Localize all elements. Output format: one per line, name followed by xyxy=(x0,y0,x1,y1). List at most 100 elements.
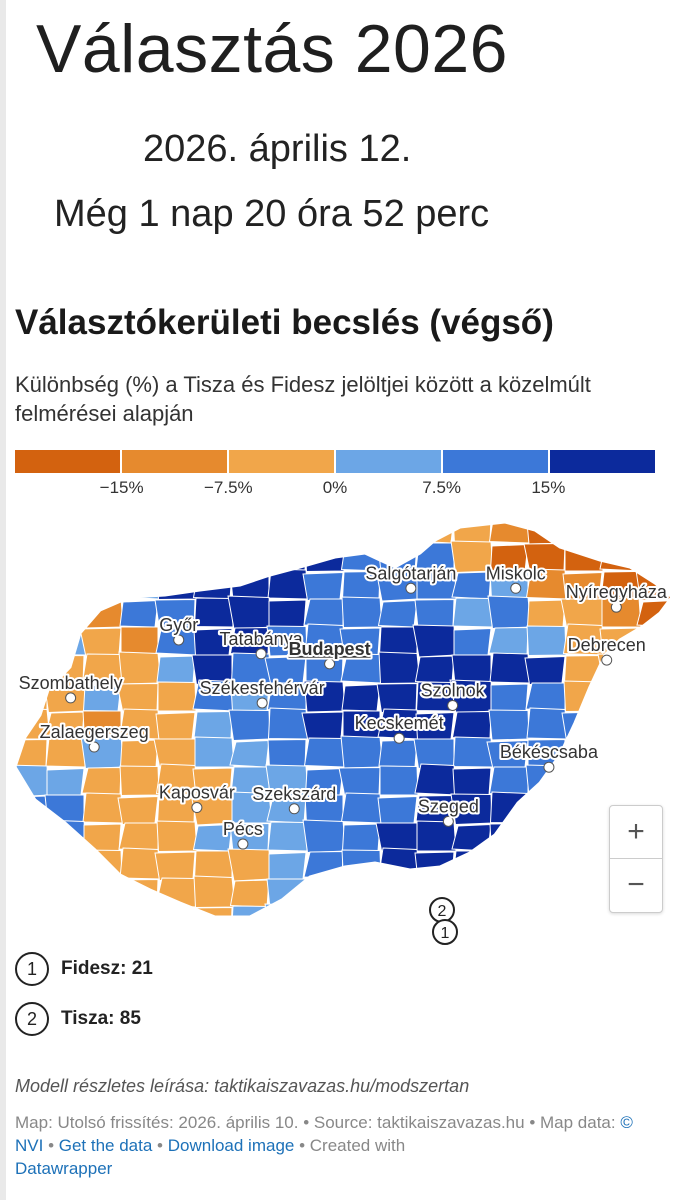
city-label: Debrecen xyxy=(568,635,646,655)
marker-legend-label: Fidesz: 21 xyxy=(61,958,153,979)
legend-tick-label: 15% xyxy=(531,478,566,497)
district-area xyxy=(378,878,418,908)
district-area xyxy=(525,821,567,852)
district-area xyxy=(118,822,159,852)
city-dot xyxy=(543,761,555,773)
district-area xyxy=(265,522,310,546)
datawrapper-link[interactable]: Datawrapper xyxy=(15,1159,113,1178)
district-area xyxy=(81,906,122,917)
legend-swatch-5 xyxy=(548,450,655,473)
marker-legend-item: 2 Tisza: 85 xyxy=(15,1001,141,1037)
district-area xyxy=(523,795,566,826)
district-map-svg[interactable]: Salgótarján Miskolc Győr Tatabánya Nyíregyhá… xyxy=(0,505,690,950)
district-area xyxy=(305,907,344,917)
country-outline xyxy=(13,520,675,919)
district-area xyxy=(155,522,196,544)
district-area xyxy=(82,539,125,572)
legend-tick-label: −7.5% xyxy=(203,478,253,497)
district-area xyxy=(119,739,159,768)
district-area xyxy=(526,625,567,657)
district-map[interactable]: Salgótarján Miskolc Győr Tatabánya Nyíregyhá… xyxy=(0,505,690,950)
district-area xyxy=(489,652,531,684)
district-area xyxy=(562,819,606,853)
district-area xyxy=(340,735,384,769)
district-area xyxy=(268,851,307,880)
district-area xyxy=(266,625,308,657)
map-data-link[interactable]: © NVI xyxy=(15,1113,633,1155)
legend-tick-label: 0% xyxy=(322,478,348,497)
color-legend: −15% −7.5% 0% 7.5% 15% xyxy=(15,450,655,500)
city-dot xyxy=(393,732,405,744)
source-text: Source: taktikaiszavazas.hu xyxy=(313,1113,525,1132)
district-area xyxy=(229,879,270,908)
district-area xyxy=(267,821,308,852)
source-footer: Map: Utolsó frissítés: 2026. április 10.… xyxy=(15,1113,633,1178)
district-area xyxy=(15,625,49,658)
district-area xyxy=(157,681,197,712)
zoom-out-button[interactable]: − xyxy=(610,858,662,911)
seat-markers[interactable]: 2 1 xyxy=(429,897,458,945)
district-area xyxy=(81,766,122,796)
district-area xyxy=(44,794,85,825)
city-dot xyxy=(191,802,203,814)
district-area xyxy=(193,710,233,740)
city-label: Szekszárd xyxy=(252,784,336,804)
district-area xyxy=(563,680,605,713)
zoom-in-button[interactable]: + xyxy=(627,815,645,848)
district-area xyxy=(46,522,85,544)
district-area xyxy=(339,879,381,910)
download-image-link[interactable]: Download image xyxy=(167,1136,295,1155)
district-area xyxy=(414,655,455,684)
district-area xyxy=(452,597,493,628)
district-area xyxy=(302,819,347,854)
get-data-link[interactable]: Get the data xyxy=(58,1136,153,1155)
district-area xyxy=(15,903,51,917)
legend-swatch-2 xyxy=(227,450,334,473)
page-edge-divider xyxy=(0,0,6,1200)
city-dot xyxy=(288,803,300,815)
district-area xyxy=(563,654,603,684)
district-area xyxy=(119,765,160,797)
district-area xyxy=(451,710,492,740)
district-area xyxy=(304,876,346,908)
district-area xyxy=(15,821,49,852)
district-area xyxy=(599,683,640,712)
district-area xyxy=(636,599,672,628)
district-area xyxy=(117,543,159,574)
zoom-controls: + − xyxy=(609,805,663,913)
district-area xyxy=(45,876,87,908)
district-area xyxy=(634,708,672,742)
countdown-timer: Még 1 nap 20 óra 52 perc xyxy=(54,193,490,235)
district-area xyxy=(489,822,529,853)
district-area xyxy=(600,735,643,769)
district-area xyxy=(598,766,640,798)
seat-marker-1[interactable]: 1 xyxy=(432,919,458,945)
district-area xyxy=(301,711,344,742)
district-area xyxy=(303,737,345,768)
district-area xyxy=(526,851,566,880)
district-area xyxy=(81,849,123,881)
district-area xyxy=(45,737,86,768)
district-area xyxy=(378,739,418,768)
district-area xyxy=(452,767,492,797)
district-area xyxy=(228,709,271,742)
page-title: Választás 2026 xyxy=(36,11,508,87)
city-dot xyxy=(88,741,100,753)
district-area xyxy=(44,541,86,573)
district-area xyxy=(81,522,122,544)
city-dot xyxy=(324,658,336,670)
legend-tick-label: 7.5% xyxy=(422,478,462,497)
district-area xyxy=(488,626,529,656)
marker-legend-circle: 2 xyxy=(15,1002,49,1036)
district-area xyxy=(453,875,495,908)
district-area xyxy=(413,738,455,770)
district-area xyxy=(340,792,383,824)
marker-legend-circle: 1 xyxy=(15,952,49,986)
city-label: Székesfehérvár xyxy=(200,678,325,698)
district-area xyxy=(231,543,270,572)
seat-marker-2[interactable]: 2 xyxy=(429,897,455,923)
city-label: Miskolc xyxy=(486,563,546,583)
seat-marker-2-number: 2 xyxy=(438,903,447,920)
district-area xyxy=(15,738,48,769)
district-area xyxy=(227,595,273,630)
